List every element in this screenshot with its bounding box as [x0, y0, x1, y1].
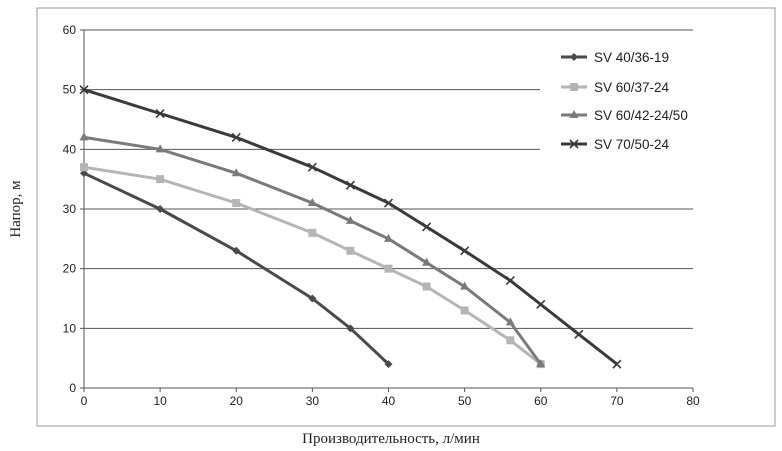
data-point	[79, 85, 89, 95]
x-tick-label: 50	[458, 394, 472, 408]
data-point	[505, 276, 515, 286]
data-point	[308, 228, 317, 237]
data-point	[460, 246, 470, 256]
y-tick-label: 50	[63, 83, 77, 97]
y-axis-title: Напор, м	[8, 180, 24, 238]
series-line	[83, 165, 542, 366]
series-3	[79, 132, 546, 368]
legend-label: SV 60/42-24/50	[594, 108, 688, 123]
data-point	[346, 246, 355, 255]
x-tick-label: 0	[81, 394, 88, 408]
x-tick-label: 10	[153, 394, 167, 408]
data-point	[156, 175, 165, 184]
series-4	[79, 85, 622, 369]
data-point	[308, 294, 317, 303]
data-point	[155, 144, 165, 153]
x-tick-label: 30	[306, 394, 320, 408]
data-point	[421, 222, 432, 232]
data-point	[80, 163, 88, 172]
y-tick-label: 0	[69, 381, 76, 395]
series-line	[83, 88, 618, 366]
y-tick-label: 20	[63, 262, 77, 276]
x-tick-label: 20	[230, 394, 244, 408]
data-point	[156, 205, 165, 213]
legend-item: SV 60/37-24	[561, 80, 670, 95]
x-tick-label: 80	[686, 394, 700, 408]
series-line	[83, 171, 390, 366]
data-point	[460, 281, 470, 290]
tick-labels: 0 10 20 30 40 50 60 0 10 20 30 40 50 60 70 80	[63, 23, 700, 408]
chart-frame	[36, 7, 776, 427]
data-point	[422, 257, 432, 266]
data-point	[346, 324, 355, 333]
y-tick-label: 40	[63, 142, 77, 156]
data-point	[384, 360, 393, 369]
legend-item: SV 70/50-24	[561, 137, 670, 152]
data-point	[574, 329, 584, 339]
data-point	[231, 168, 241, 177]
data-point	[505, 317, 515, 326]
data-point	[307, 198, 317, 207]
legend-label: SV 60/37-24	[594, 80, 670, 95]
y-tick-label: 60	[63, 23, 77, 37]
data-point	[231, 132, 241, 142]
y-tick-label: 30	[63, 202, 77, 216]
data-point	[422, 282, 431, 291]
data-point	[79, 132, 89, 141]
series-line	[83, 135, 543, 365]
data-point	[155, 108, 165, 119]
legend-label: SV 40/36-19	[594, 50, 669, 65]
legend-item: SV 40/36-19	[561, 50, 669, 65]
x-tick-label: 60	[534, 394, 548, 408]
legend-marker	[569, 139, 579, 149]
legend-marker	[569, 110, 579, 118]
x-axis-title: Производительность, л/мин	[302, 431, 480, 447]
legend-label: SV 70/50-24	[594, 137, 670, 152]
data-point	[232, 246, 241, 255]
legend-marker	[570, 83, 578, 91]
data-point	[232, 199, 241, 208]
data-point	[384, 233, 393, 242]
legend-item: SV 60/42-24/50	[561, 108, 688, 123]
data-point	[536, 299, 546, 310]
data-point	[506, 336, 515, 345]
data-point	[345, 180, 356, 190]
legend-marker	[570, 53, 578, 61]
data-point	[383, 198, 394, 208]
data-point	[307, 162, 317, 172]
legend: SV 40/36-19 SV 60/37-24 SV 60/42-24/50 SV 7…	[561, 50, 688, 152]
data-point	[345, 215, 355, 224]
y-tick-label: 10	[63, 321, 77, 335]
series-lines	[79, 85, 622, 369]
data-point	[536, 359, 546, 368]
x-tick-label: 40	[382, 394, 396, 408]
data-point	[612, 359, 622, 369]
data-point	[384, 264, 393, 273]
x-tick-label: 70	[610, 394, 624, 408]
data-point	[460, 306, 469, 315]
